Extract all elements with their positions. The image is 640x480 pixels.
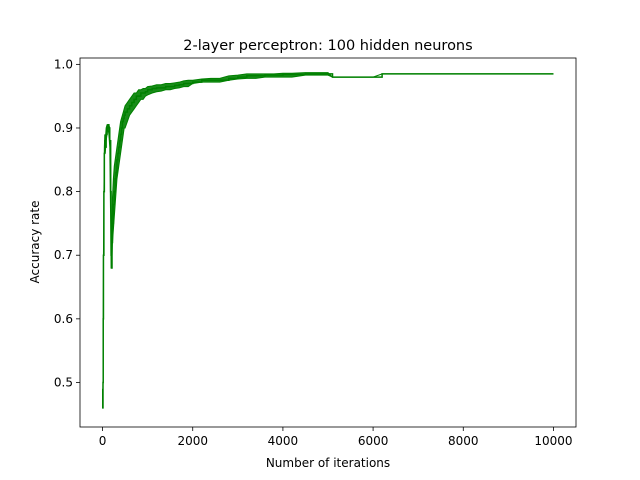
series-0-line (102, 73, 554, 409)
y-axis-label: Accuracy rate (28, 201, 42, 284)
x-tick-label: 2000 (177, 434, 208, 448)
plot-area (102, 72, 554, 409)
y-tick-label: 0.6 (54, 312, 73, 326)
chart-title: 2-layer perceptron: 100 hidden neurons (183, 38, 472, 54)
x-tick-label: 6000 (358, 434, 389, 448)
x-tick-label: 4000 (268, 434, 299, 448)
series-group (102, 72, 554, 409)
y-tick-label: 0.7 (54, 248, 73, 262)
x-tick-label: 8000 (448, 434, 479, 448)
x-tick-label: 10000 (534, 434, 572, 448)
y-tick-label: 1.0 (54, 57, 73, 71)
x-axis-label: Number of iterations (266, 456, 390, 470)
y-tick-label: 0.9 (54, 121, 73, 135)
y-tick-label: 0.5 (54, 375, 73, 389)
axes-frame (79, 57, 577, 428)
y-tick-label: 0.8 (54, 185, 73, 199)
series-0-oscillation-band (102, 72, 554, 408)
axes: 0 2000 4000 6000 8000 10000 0.5 0.6 0.7 0.8 0.9 1.0 (54, 57, 577, 448)
x-tick-label: 0 (99, 434, 107, 448)
